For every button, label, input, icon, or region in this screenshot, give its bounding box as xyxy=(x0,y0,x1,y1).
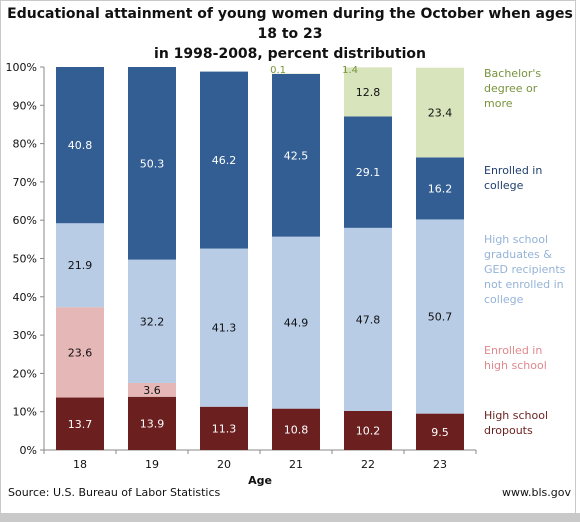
bar-segment xyxy=(200,406,248,450)
bar-value-label: 21.9 xyxy=(68,259,93,272)
legend-item-label: High school xyxy=(484,409,549,422)
y-tick-label: 70% xyxy=(13,176,37,189)
x-tick-label: 22 xyxy=(361,458,375,471)
bar-value-label: 13.7 xyxy=(68,418,93,431)
legend-item-label: not enrolled in xyxy=(484,278,564,291)
legend-item-label: Enrolled in xyxy=(484,344,543,357)
bar-value-label: 32.2 xyxy=(140,315,165,328)
bar-value-label: 12.8 xyxy=(356,86,381,99)
bar-segment xyxy=(272,73,320,237)
bar-segment xyxy=(344,67,392,117)
annotation-label: 1.4 xyxy=(342,65,358,76)
bar-segment xyxy=(272,236,320,409)
bar-value-label: 9.5 xyxy=(431,426,449,439)
legend-item-label: degree or xyxy=(484,82,538,95)
bar-value-label: 44.9 xyxy=(284,317,309,330)
y-tick-label: 20% xyxy=(13,367,37,380)
bar-value-label: 46.2 xyxy=(212,154,237,167)
legend-item-label: college xyxy=(484,293,524,306)
legend-item-label: graduates & xyxy=(484,248,552,261)
legend-item-label: Enrolled in xyxy=(484,164,543,177)
x-tick-label: 21 xyxy=(289,458,303,471)
bar-segment xyxy=(56,307,104,398)
bar-value-label: 23.6 xyxy=(68,346,93,359)
y-tick-label: 50% xyxy=(13,253,37,266)
legend-item-label: Bachelor's xyxy=(484,67,542,80)
legend-item-label: college xyxy=(484,179,524,192)
x-axis-title: Age xyxy=(248,474,272,487)
x-tick-label: 23 xyxy=(433,458,447,471)
y-tick-label: 10% xyxy=(13,406,37,419)
bar-segment xyxy=(416,413,464,450)
bar-segment xyxy=(344,410,392,450)
x-tick-label: 18 xyxy=(73,458,87,471)
legend-item: Enrolled in college xyxy=(484,163,574,193)
bar-segment xyxy=(416,157,464,220)
bar-segment xyxy=(128,259,176,383)
bar-value-label: 40.8 xyxy=(68,139,93,152)
legend-item-label: High school xyxy=(484,233,549,246)
legend-item-label: dropouts xyxy=(484,424,533,437)
bar-value-label: 47.8 xyxy=(356,313,381,326)
bar-segment xyxy=(416,67,464,158)
bar-segment xyxy=(128,382,176,397)
bar-value-label: 41.3 xyxy=(212,322,237,335)
y-tick-label: 40% xyxy=(13,291,37,304)
x-tick-label: 20 xyxy=(217,458,231,471)
bar-value-label: 50.3 xyxy=(140,157,165,170)
y-tick-label: 90% xyxy=(13,99,37,112)
bar-segment xyxy=(344,116,392,228)
legend-item: Enrolled in high school xyxy=(484,343,574,373)
legend-item: Bachelor's degree or more xyxy=(484,66,574,111)
bar-value-label: 50.7 xyxy=(428,311,453,324)
legend-item-label: high school xyxy=(484,359,547,372)
chart-title-line1: Educational attainment of young women du… xyxy=(7,6,573,42)
legend-item: High school graduates & GED recipients not … xyxy=(484,232,574,307)
y-tick-label: 100% xyxy=(6,61,37,74)
footer-bar xyxy=(0,513,580,522)
y-tick-label: 0% xyxy=(20,444,37,457)
bar-segment xyxy=(416,219,464,414)
bar-value-label: 13.9 xyxy=(140,417,165,430)
bar-value-label: 29.1 xyxy=(356,166,381,179)
site-url: www.bls.gov xyxy=(502,486,571,499)
bar-value-label: 10.8 xyxy=(284,423,309,436)
bar-value-label: 3.6 xyxy=(143,384,161,397)
legend-item-label: more xyxy=(484,97,513,110)
bar-segment xyxy=(344,227,392,411)
legend-item: High school dropouts xyxy=(484,408,574,438)
y-tick-label: 80% xyxy=(13,138,37,151)
bar-segment xyxy=(56,397,104,450)
bar-segment xyxy=(56,67,104,224)
bar-segment xyxy=(200,248,248,407)
bar-value-label: 10.2 xyxy=(356,424,381,437)
bar-segment xyxy=(200,71,248,249)
annotation-label: 0.1 xyxy=(270,65,286,76)
bar-value-label: 16.2 xyxy=(428,182,453,195)
source-note: Source: U.S. Bureau of Labor Statistics xyxy=(8,486,221,499)
bar-segment xyxy=(272,408,320,450)
y-tick-label: 30% xyxy=(13,329,37,342)
chart-title-line2: in 1998-2008, percent distribution xyxy=(154,46,426,62)
y-tick-label: 60% xyxy=(13,214,37,227)
bar-segment xyxy=(56,223,104,308)
bar-value-label: 42.5 xyxy=(284,149,309,162)
bar-value-label: 23.4 xyxy=(428,107,453,120)
bar-segment xyxy=(128,67,176,260)
x-tick-label: 19 xyxy=(145,458,159,471)
legend-item-label: GED recipients xyxy=(484,263,566,276)
bar-segment xyxy=(128,396,176,450)
bar-value-label: 11.3 xyxy=(212,422,237,435)
chart-title: Educational attainment of young women du… xyxy=(0,4,580,64)
